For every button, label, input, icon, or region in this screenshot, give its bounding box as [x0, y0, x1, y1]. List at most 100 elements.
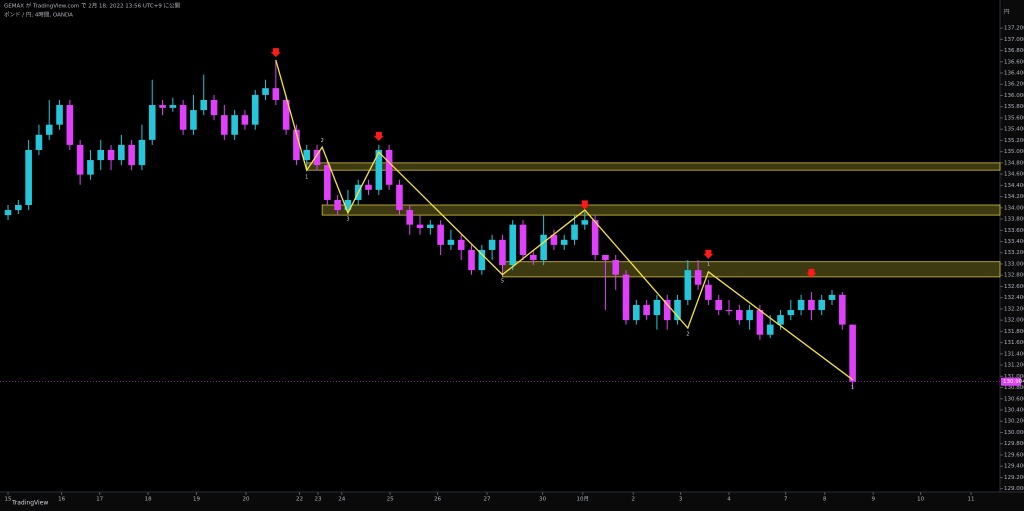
candle-body [56, 105, 63, 125]
candle-body [560, 239, 568, 245]
candle-body [313, 149, 321, 166]
wave-label: 3 [346, 217, 349, 223]
candle-body [200, 99, 208, 111]
x-tick-label: 3 [679, 497, 683, 503]
candle-body [736, 310, 743, 321]
candle-body [540, 234, 547, 261]
candle-body [210, 99, 218, 116]
zone [502, 261, 1001, 278]
zone [321, 204, 1001, 216]
y-tick-label: 135.600 [1004, 115, 1024, 121]
candle-body [416, 224, 424, 229]
candle-body [221, 115, 228, 135]
signal-arrow [373, 131, 384, 141]
candle-body [602, 254, 609, 261]
y-tick-label: 134.800 [1004, 160, 1024, 166]
candle-body [684, 270, 692, 300]
y-tick-label: 132.400 [1004, 295, 1024, 301]
y-tick-label: 132.200 [1004, 306, 1024, 312]
candle-body [159, 105, 166, 108]
candle-body [591, 220, 599, 255]
candle-body [4, 210, 12, 216]
candle-body [612, 260, 620, 275]
candle-body [808, 299, 815, 311]
symbol: ポンド / 円, 4時間, OANDA [4, 11, 73, 19]
x-tick-label: 20 [242, 497, 249, 503]
candle-body [550, 234, 558, 245]
y-tick-label: 137.200 [1004, 26, 1024, 32]
wave-label: 5 [501, 278, 504, 284]
y-tick-label: 134.200 [1004, 194, 1024, 200]
candle-body [663, 299, 671, 321]
candle-body [581, 220, 589, 225]
candle-body [818, 299, 826, 311]
y-tick-label: 133.200 [1004, 250, 1024, 256]
candle-body [509, 224, 517, 266]
y-tick-label: 130.800 [1004, 385, 1024, 391]
wave-label: 1 [707, 261, 710, 267]
candle-body [15, 205, 22, 211]
y-tick-label: 129.400 [1004, 464, 1024, 470]
wave-label: 2 [686, 332, 689, 338]
candle-body [148, 105, 156, 140]
candle-body [179, 105, 187, 130]
candle-body [571, 224, 578, 240]
x-tick-label: 10月 [577, 496, 590, 503]
y-tick-label: 136.000 [1004, 93, 1024, 99]
candle-body [45, 124, 53, 135]
candle-body [766, 324, 774, 335]
candle-body [66, 105, 74, 145]
candle-body [282, 99, 290, 130]
candle-body [251, 94, 259, 125]
candle-body [241, 115, 249, 125]
candle-body [478, 249, 486, 271]
candle-body [839, 294, 846, 325]
y-tick-label: 131.600 [1004, 340, 1024, 346]
candle-body [262, 88, 269, 95]
y-tick-label: 131.800 [1004, 329, 1024, 335]
x-tick-label: 25 [387, 497, 394, 503]
candle-body [169, 105, 177, 108]
candle-body [25, 149, 32, 205]
candle-body [324, 165, 331, 200]
candle-body [705, 284, 712, 300]
currency: 円 [1004, 9, 1010, 16]
candle-body [427, 224, 434, 229]
y-tick-label: 131.400 [1004, 351, 1024, 357]
candle-body [777, 315, 784, 325]
candle-body [694, 270, 702, 285]
x-tick-label: 16 [58, 497, 65, 503]
y-tick-label: 136.200 [1004, 82, 1024, 88]
x-tick-label: 11 [968, 497, 975, 503]
candle-body [828, 294, 836, 300]
candle-body [128, 144, 135, 166]
x-tick-label: 7 [784, 497, 788, 503]
x-tick-label: 24 [338, 497, 345, 503]
y-tick-label: 133.800 [1004, 217, 1024, 223]
wave-label: 1 [851, 385, 854, 391]
y-tick-label: 136.600 [1004, 59, 1024, 65]
candle-body [633, 304, 640, 321]
candle-body [344, 199, 352, 211]
candle-body [138, 139, 146, 166]
candle-body [334, 199, 341, 211]
candle-body [622, 274, 630, 321]
x-tick-label: 18 [145, 497, 152, 503]
x-tick-label: 23 [315, 497, 322, 503]
y-tick-label: 136.800 [1004, 48, 1024, 54]
header-title: GEMAX が TradingView.com で 2月 18, 2022 13… [4, 2, 181, 10]
last-price-label: 130.904 [1003, 379, 1024, 385]
x-tick-label: 15 [5, 497, 12, 503]
x-tick-label: 9 [871, 497, 875, 503]
candle-body [746, 310, 753, 321]
y-tick-label: 131.000 [1004, 374, 1024, 380]
candle-body [437, 224, 444, 245]
y-tick-label: 131.200 [1004, 363, 1024, 369]
candle-body [396, 184, 403, 211]
candle-body [303, 149, 311, 161]
y-tick-label: 129.600 [1004, 452, 1024, 458]
candle-body [406, 210, 414, 225]
y-tick-label: 132.000 [1004, 318, 1024, 324]
candle-body [499, 239, 506, 266]
